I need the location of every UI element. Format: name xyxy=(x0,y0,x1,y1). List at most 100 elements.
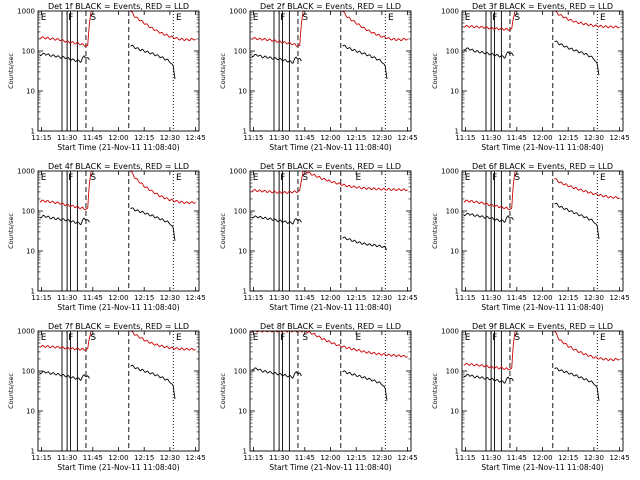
chart-8-series-black-line xyxy=(342,370,388,401)
chart-9-xtick-label: 12:45 xyxy=(609,454,629,462)
chart-3-series-red-line xyxy=(554,10,620,29)
chart-9-series-black-line xyxy=(554,367,600,401)
chart-7-series-red-line xyxy=(130,330,196,351)
chart-5-xtick-label: 11:45 xyxy=(295,294,315,302)
chart-6-series-black-line xyxy=(554,202,600,240)
chart-2-series-black-line xyxy=(342,44,388,80)
chart-1-xtick-label: 11:15 xyxy=(31,134,51,142)
chart-5-xtick-label: 12:45 xyxy=(397,294,417,302)
chart-2: Det 2f BLACK = Events, RED = LLD Start Ti… xyxy=(219,2,418,152)
chart-7-xtick-label: 12:15 xyxy=(134,454,154,462)
chart-5-annotation: F xyxy=(280,173,285,183)
chart-9-annotation: S xyxy=(514,333,520,343)
chart-3-annotation: E xyxy=(465,13,471,23)
chart-6-annotation: S xyxy=(514,173,520,183)
chart-3-annotation: E xyxy=(600,13,606,23)
chart-9: Det 9f BLACK = Events, RED = LLD Start Ti… xyxy=(431,322,630,472)
chart-4-series-red-line xyxy=(39,170,92,211)
chart-8-xtick-label: 12:00 xyxy=(320,454,340,462)
chart-4: Det 4f BLACK = Events, RED = LLD Start Ti… xyxy=(7,162,206,312)
chart-6-xlabel: Start Time (21-Nov-11 11:08:40) xyxy=(481,303,603,312)
chart-9-xtick-label: 11:15 xyxy=(455,454,475,462)
chart-4-xtick-label: 12:00 xyxy=(108,294,128,302)
chart-5-xtick-label: 11:15 xyxy=(243,294,263,302)
chart-5-annotation: E xyxy=(253,173,259,183)
chart-2-title: Det 2f BLACK = Events, RED = LLD xyxy=(260,2,401,11)
chart-2-annotation: E xyxy=(388,13,394,23)
chart-8-xlabel: Start Time (21-Nov-11 11:08:40) xyxy=(269,463,391,472)
chart-1-xlabel: Start Time (21-Nov-11 11:08:40) xyxy=(57,143,179,152)
chart-2-xtick-label: 12:00 xyxy=(320,134,340,142)
chart-5-ytick-label: 1000 xyxy=(229,168,247,176)
chart-3-annotation: S xyxy=(514,13,520,23)
chart-9-ytick-label: 10 xyxy=(450,408,459,416)
chart-7-xlabel: Start Time (21-Nov-11 11:08:40) xyxy=(57,463,179,472)
chart-1-title: Det 1f BLACK = Events, RED = LLD xyxy=(48,2,189,11)
chart-8-annotation: S xyxy=(302,333,308,343)
chart-6-xtick-label: 12:00 xyxy=(532,294,552,302)
chart-2-ylabel: Counts/sec xyxy=(219,53,227,89)
chart-5-ytick-label: 1 xyxy=(243,288,247,296)
chart-4-xtick-label: 12:30 xyxy=(160,294,180,302)
chart-9-ytick-label: 1000 xyxy=(441,328,459,336)
chart-5-xlabel: Start Time (21-Nov-11 11:08:40) xyxy=(269,303,391,312)
chart-6-xtick-label: 12:15 xyxy=(558,294,578,302)
chart-5-series-red-line xyxy=(251,170,304,194)
chart-7-title: Det 7f BLACK = Events, RED = LLD xyxy=(48,322,189,331)
chart-9-xtick-label: 11:45 xyxy=(507,454,527,462)
chart-7-xtick-label: 12:30 xyxy=(160,454,180,462)
chart-9-title: Det 9f BLACK = Events, RED = LLD xyxy=(472,322,613,331)
chart-7-annotation: E xyxy=(41,333,47,343)
chart-5-ylabel: Counts/sec xyxy=(219,213,227,249)
chart-6-ytick-label: 100 xyxy=(446,208,459,216)
chart-2-xtick-label: 12:30 xyxy=(372,134,392,142)
chart-8-ytick-label: 1 xyxy=(243,448,247,456)
chart-8-series-red-line xyxy=(304,330,408,358)
chart-4-annotation: E xyxy=(176,173,182,183)
chart-1-series-red-line xyxy=(130,11,196,42)
chart-9-series-red-line xyxy=(463,330,516,371)
chart-3-xtick-label: 12:45 xyxy=(609,134,629,142)
chart-8-ylabel: Counts/sec xyxy=(219,373,227,409)
chart-4-annotation: E xyxy=(41,173,47,183)
chart-5-annotation: E xyxy=(355,173,361,183)
chart-2-annotation: E xyxy=(253,13,259,23)
chart-1-frame xyxy=(37,10,200,132)
chart-9-annotation: E xyxy=(600,333,606,343)
chart-8-annotation: E xyxy=(253,333,259,343)
chart-8-xtick-label: 12:15 xyxy=(346,454,366,462)
chart-1-ytick-label: 10 xyxy=(26,88,35,96)
chart-7-ytick-label: 1 xyxy=(31,448,35,456)
chart-5-xtick-label: 12:00 xyxy=(320,294,340,302)
chart-5-frame xyxy=(249,170,412,292)
chart-8-title: Det 8f BLACK = Events, RED = LLD xyxy=(260,322,401,331)
chart-8-xtick-label: 11:15 xyxy=(243,454,263,462)
chart-7-ytick-label: 100 xyxy=(22,368,35,376)
chart-7-ytick-label: 1000 xyxy=(17,328,35,336)
chart-4-ylabel: Counts/sec xyxy=(7,213,15,249)
chart-9-series-black-line xyxy=(463,373,514,384)
chart-8-ytick-label: 10 xyxy=(238,408,247,416)
chart-9-xlabel: Start Time (21-Nov-11 11:08:40) xyxy=(481,463,603,472)
chart-6-xtick-label: 11:15 xyxy=(455,294,475,302)
chart-3-series-black-line xyxy=(554,40,600,76)
chart-3-xtick-label: 12:00 xyxy=(532,134,552,142)
chart-1-series-red-line xyxy=(39,10,92,48)
chart-1-xtick-label: 12:15 xyxy=(134,134,154,142)
chart-8-ytick-label: 100 xyxy=(234,368,247,376)
chart-3-series-red-line xyxy=(463,10,516,32)
chart-2-ytick-label: 1 xyxy=(243,128,247,136)
chart-7-series-black-line xyxy=(39,370,90,381)
chart-4-xtick-label: 12:45 xyxy=(185,294,205,302)
chart-2-ytick-label: 1000 xyxy=(229,8,247,16)
chart-7-xtick-label: 11:15 xyxy=(31,454,51,462)
chart-5: Det 5f BLACK = Events, RED = LLD Start Ti… xyxy=(219,162,418,312)
chart-5-series-black-line xyxy=(251,215,302,225)
chart-3: Det 3f BLACK = Events, RED = LLD Start Ti… xyxy=(431,2,630,152)
chart-4-xtick-label: 11:45 xyxy=(83,294,103,302)
chart-5-xtick-label: 12:15 xyxy=(346,294,366,302)
chart-6-series-red-line xyxy=(463,170,516,211)
chart-7-annotation: S xyxy=(90,333,96,343)
